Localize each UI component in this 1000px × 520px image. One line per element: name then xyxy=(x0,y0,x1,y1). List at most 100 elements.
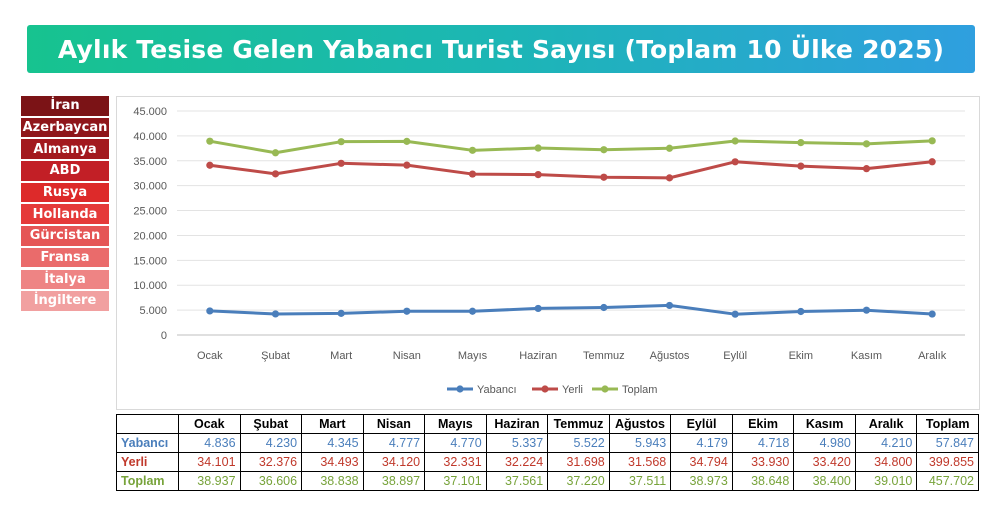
table-header-cell: Eylül xyxy=(670,414,733,434)
table-cell: 34.794 xyxy=(670,452,733,472)
data-point xyxy=(468,307,477,315)
x-tick-label: Mart xyxy=(330,350,352,362)
data-point xyxy=(862,306,871,314)
x-tick-label: Mayıs xyxy=(458,350,488,362)
table-cell: 4.770 xyxy=(424,433,487,453)
data-point xyxy=(403,307,411,315)
y-tick-label: 0 xyxy=(161,330,167,342)
table-header-cell: Ocak xyxy=(178,414,241,434)
table-cell: 38.648 xyxy=(731,471,795,491)
table-cell: 38.400 xyxy=(793,471,856,491)
country-item: İtalya xyxy=(21,269,109,289)
table-cell: 5.522 xyxy=(547,433,610,453)
data-point xyxy=(731,137,739,145)
data-point xyxy=(403,137,411,145)
x-tick-label: Ocak xyxy=(197,350,223,362)
data-point xyxy=(534,144,542,152)
legend-marker xyxy=(601,385,609,393)
x-tick-label: Kasım xyxy=(851,350,882,362)
y-tick-label: 20.000 xyxy=(133,230,167,242)
table-cell: 37.220 xyxy=(547,471,610,491)
row-label: Yabancı xyxy=(116,433,179,453)
data-point xyxy=(206,137,214,145)
table-cell: 36.606 xyxy=(239,471,303,491)
legend-marker xyxy=(456,385,464,393)
data-point xyxy=(468,146,477,154)
table-header-cell: Mart xyxy=(301,414,364,434)
data-point xyxy=(337,138,345,146)
legend-label: Yabancı xyxy=(477,384,517,396)
table-header-cell: Nisan xyxy=(362,414,426,434)
country-item: Hollanda xyxy=(21,204,109,224)
table-header-cell: Kasım xyxy=(793,414,856,434)
data-point xyxy=(862,165,871,173)
country-item: ABD xyxy=(21,161,109,181)
table-cell: 38.897 xyxy=(362,471,426,491)
table-cell: 57.847 xyxy=(916,433,979,453)
data-point xyxy=(206,161,214,169)
table-cell: 4.210 xyxy=(854,433,918,453)
series-line-toplam xyxy=(209,139,933,155)
data-table: Ocak Şubat Mart Nisan Mayıs Haziran Temmuz Ağus… xyxy=(116,414,979,491)
country-item: İran xyxy=(21,96,109,116)
table-header-cell: Ağustos xyxy=(608,414,672,434)
table-cell: 37.101 xyxy=(424,471,487,491)
legend-label: Yerli xyxy=(562,384,583,396)
data-point xyxy=(797,139,805,147)
row-label: Yerli xyxy=(116,452,179,472)
table-cell: 4.179 xyxy=(670,433,733,453)
chart-frame: 0 5.000 10.000 15.000 20.000 25.000 30.000 35.0… xyxy=(116,96,980,410)
data-point xyxy=(534,304,542,313)
x-tick-label: Şubat xyxy=(261,350,290,362)
data-point xyxy=(665,144,674,152)
data-point xyxy=(271,149,280,157)
data-point xyxy=(337,309,345,317)
table-cell: 38.838 xyxy=(301,471,364,491)
y-tick-label: 35.000 xyxy=(133,156,167,168)
title-banner: Aylık Tesise Gelen Yabancı Turist Sayısı… xyxy=(27,25,975,73)
data-point xyxy=(271,310,280,318)
table-cell: 5.337 xyxy=(485,433,549,453)
data-point xyxy=(862,140,871,148)
x-tick-label: Eylül xyxy=(723,350,747,362)
table-row: Yabancı 4.836 4.230 4.345 4.777 4.770 5.337 5.5… xyxy=(116,433,979,453)
data-point xyxy=(206,307,214,315)
table-cell: 37.511 xyxy=(608,471,672,491)
table-cell: 5.943 xyxy=(608,433,672,453)
data-point xyxy=(534,170,542,179)
data-point xyxy=(600,173,608,181)
table-cell: 34.120 xyxy=(362,452,426,472)
country-item: Fransa xyxy=(21,247,109,268)
x-tick-label: Temmuz xyxy=(583,350,625,362)
table-cell: 4.345 xyxy=(301,433,364,453)
y-tick-label: 15.000 xyxy=(133,255,167,267)
table-cell: 38.973 xyxy=(670,471,733,491)
table-header-cell: Ekim xyxy=(731,414,795,434)
data-point xyxy=(600,303,608,312)
data-point xyxy=(928,310,936,318)
line-chart: 0 5.000 10.000 15.000 20.000 25.000 30.000 35.0… xyxy=(133,106,965,396)
data-point xyxy=(403,161,411,169)
country-item: Almanya xyxy=(21,139,109,159)
table-header-cell: Toplam xyxy=(916,414,979,434)
data-point xyxy=(928,137,936,145)
data-point xyxy=(271,170,280,178)
x-tick-label: Haziran xyxy=(519,350,557,362)
table-cell: 33.420 xyxy=(793,452,856,472)
series-line-yabancı xyxy=(209,303,933,316)
data-point xyxy=(797,307,805,316)
table-cell: 37.561 xyxy=(485,471,549,491)
y-tick-label: 40.000 xyxy=(133,131,167,143)
country-item: İngiltere xyxy=(21,291,109,311)
row-label: Toplam xyxy=(116,471,179,491)
data-point xyxy=(731,310,739,318)
table-cell: 31.568 xyxy=(608,452,672,472)
table-header-row: Ocak Şubat Mart Nisan Mayıs Haziran Temmuz Ağus… xyxy=(116,414,979,434)
table-cell: 34.493 xyxy=(301,452,364,472)
table-cell: 32.224 xyxy=(485,452,549,472)
data-point xyxy=(731,158,739,166)
table-cell: 4.836 xyxy=(178,433,241,453)
data-point xyxy=(665,301,674,310)
table-cell: 4.718 xyxy=(731,433,795,453)
table-cell: 4.230 xyxy=(239,433,303,453)
